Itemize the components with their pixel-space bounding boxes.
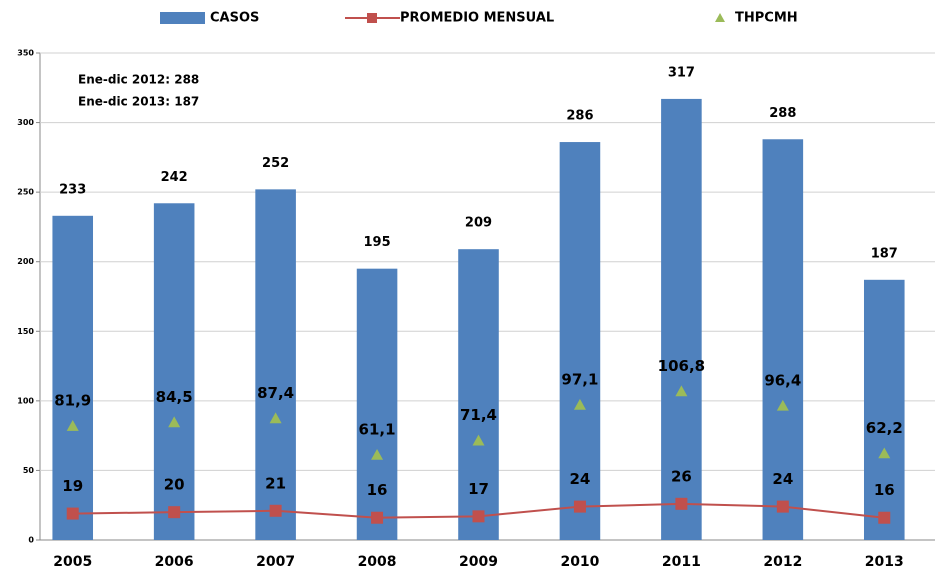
line-marker [66, 507, 79, 520]
triangle-marker [269, 412, 282, 424]
data-label: 71,4 [460, 406, 497, 424]
data-label: 16 [367, 481, 388, 499]
x-tick-label: 2012 [763, 554, 802, 570]
bar [356, 268, 398, 540]
annotation: Ene-dic 2013: 187 [78, 95, 199, 109]
line-marker [472, 510, 485, 523]
x-tick-label: 2009 [459, 554, 498, 570]
bar [255, 189, 296, 541]
triangle-marker [573, 398, 586, 410]
y-tick-label: 250 [17, 188, 34, 197]
line-marker [269, 504, 282, 517]
x-tick-label: 2007 [256, 554, 295, 570]
data-label: 21 [265, 474, 286, 492]
y-tick-label: 50 [23, 466, 35, 475]
line-marker [878, 511, 891, 524]
data-label: 242 [161, 170, 188, 185]
triangle-marker [168, 416, 181, 428]
data-label: 233 [59, 182, 86, 197]
legend-swatch [160, 12, 205, 24]
data-label: 252 [262, 156, 289, 171]
legend-swatch [367, 13, 377, 23]
y-tick-label: 300 [17, 118, 34, 127]
data-label: 84,5 [156, 388, 193, 406]
line-marker [371, 511, 384, 524]
bar [661, 98, 702, 540]
x-tick-label: 2005 [53, 554, 92, 570]
data-label: 106,8 [658, 357, 705, 375]
x-tick-label: 2006 [155, 554, 194, 570]
bar [559, 142, 601, 540]
x-tick-label: 2011 [662, 554, 701, 570]
y-tick-label: 150 [17, 327, 34, 336]
data-label: 286 [566, 109, 593, 124]
bar [52, 215, 94, 540]
annotation: Ene-dic 2012: 288 [78, 73, 199, 87]
triangle-marker [878, 447, 891, 459]
line-marker [776, 500, 789, 513]
triangle-marker [472, 434, 485, 446]
data-label: 97,1 [561, 370, 598, 388]
triangle-marker [371, 448, 384, 460]
data-label: 17 [468, 480, 489, 498]
x-tick-label: 2008 [358, 554, 397, 570]
x-tick-label: 2013 [865, 554, 904, 570]
x-tick-label: 2010 [560, 554, 599, 570]
data-label: 24 [570, 470, 591, 488]
legend-label: THPCMH [735, 11, 798, 26]
data-label: 87,4 [257, 384, 294, 402]
y-tick-label: 200 [17, 257, 34, 266]
legend-swatch [715, 13, 725, 22]
bar [153, 203, 195, 540]
data-label: 24 [772, 470, 793, 488]
bar [863, 279, 905, 540]
data-label: 209 [465, 216, 492, 231]
bar [458, 249, 499, 541]
line-marker [573, 500, 586, 513]
data-label: 20 [164, 476, 185, 494]
data-label: 81,9 [54, 392, 91, 410]
triangle-marker [675, 385, 688, 397]
data-label: 26 [671, 467, 692, 485]
y-tick-label: 0 [28, 536, 34, 545]
y-tick-label: 100 [17, 396, 34, 405]
triangle-marker [66, 420, 79, 431]
data-label: 317 [668, 65, 695, 80]
data-label: 19 [62, 477, 83, 495]
data-label: 288 [769, 106, 796, 121]
bar [762, 139, 804, 541]
data-label: 195 [363, 235, 390, 250]
data-label: 16 [874, 481, 895, 499]
data-label: 62,2 [866, 419, 903, 437]
data-label: 96,4 [764, 371, 801, 389]
data-label: 61,1 [359, 420, 396, 438]
line-marker [675, 497, 688, 510]
y-tick-label: 350 [17, 49, 34, 58]
legend-label: CASOS [210, 11, 259, 26]
data-label: 187 [871, 246, 898, 261]
line-marker [168, 506, 181, 519]
legend-label: PROMEDIO MENSUAL [400, 11, 554, 26]
triangle-marker [776, 399, 789, 411]
